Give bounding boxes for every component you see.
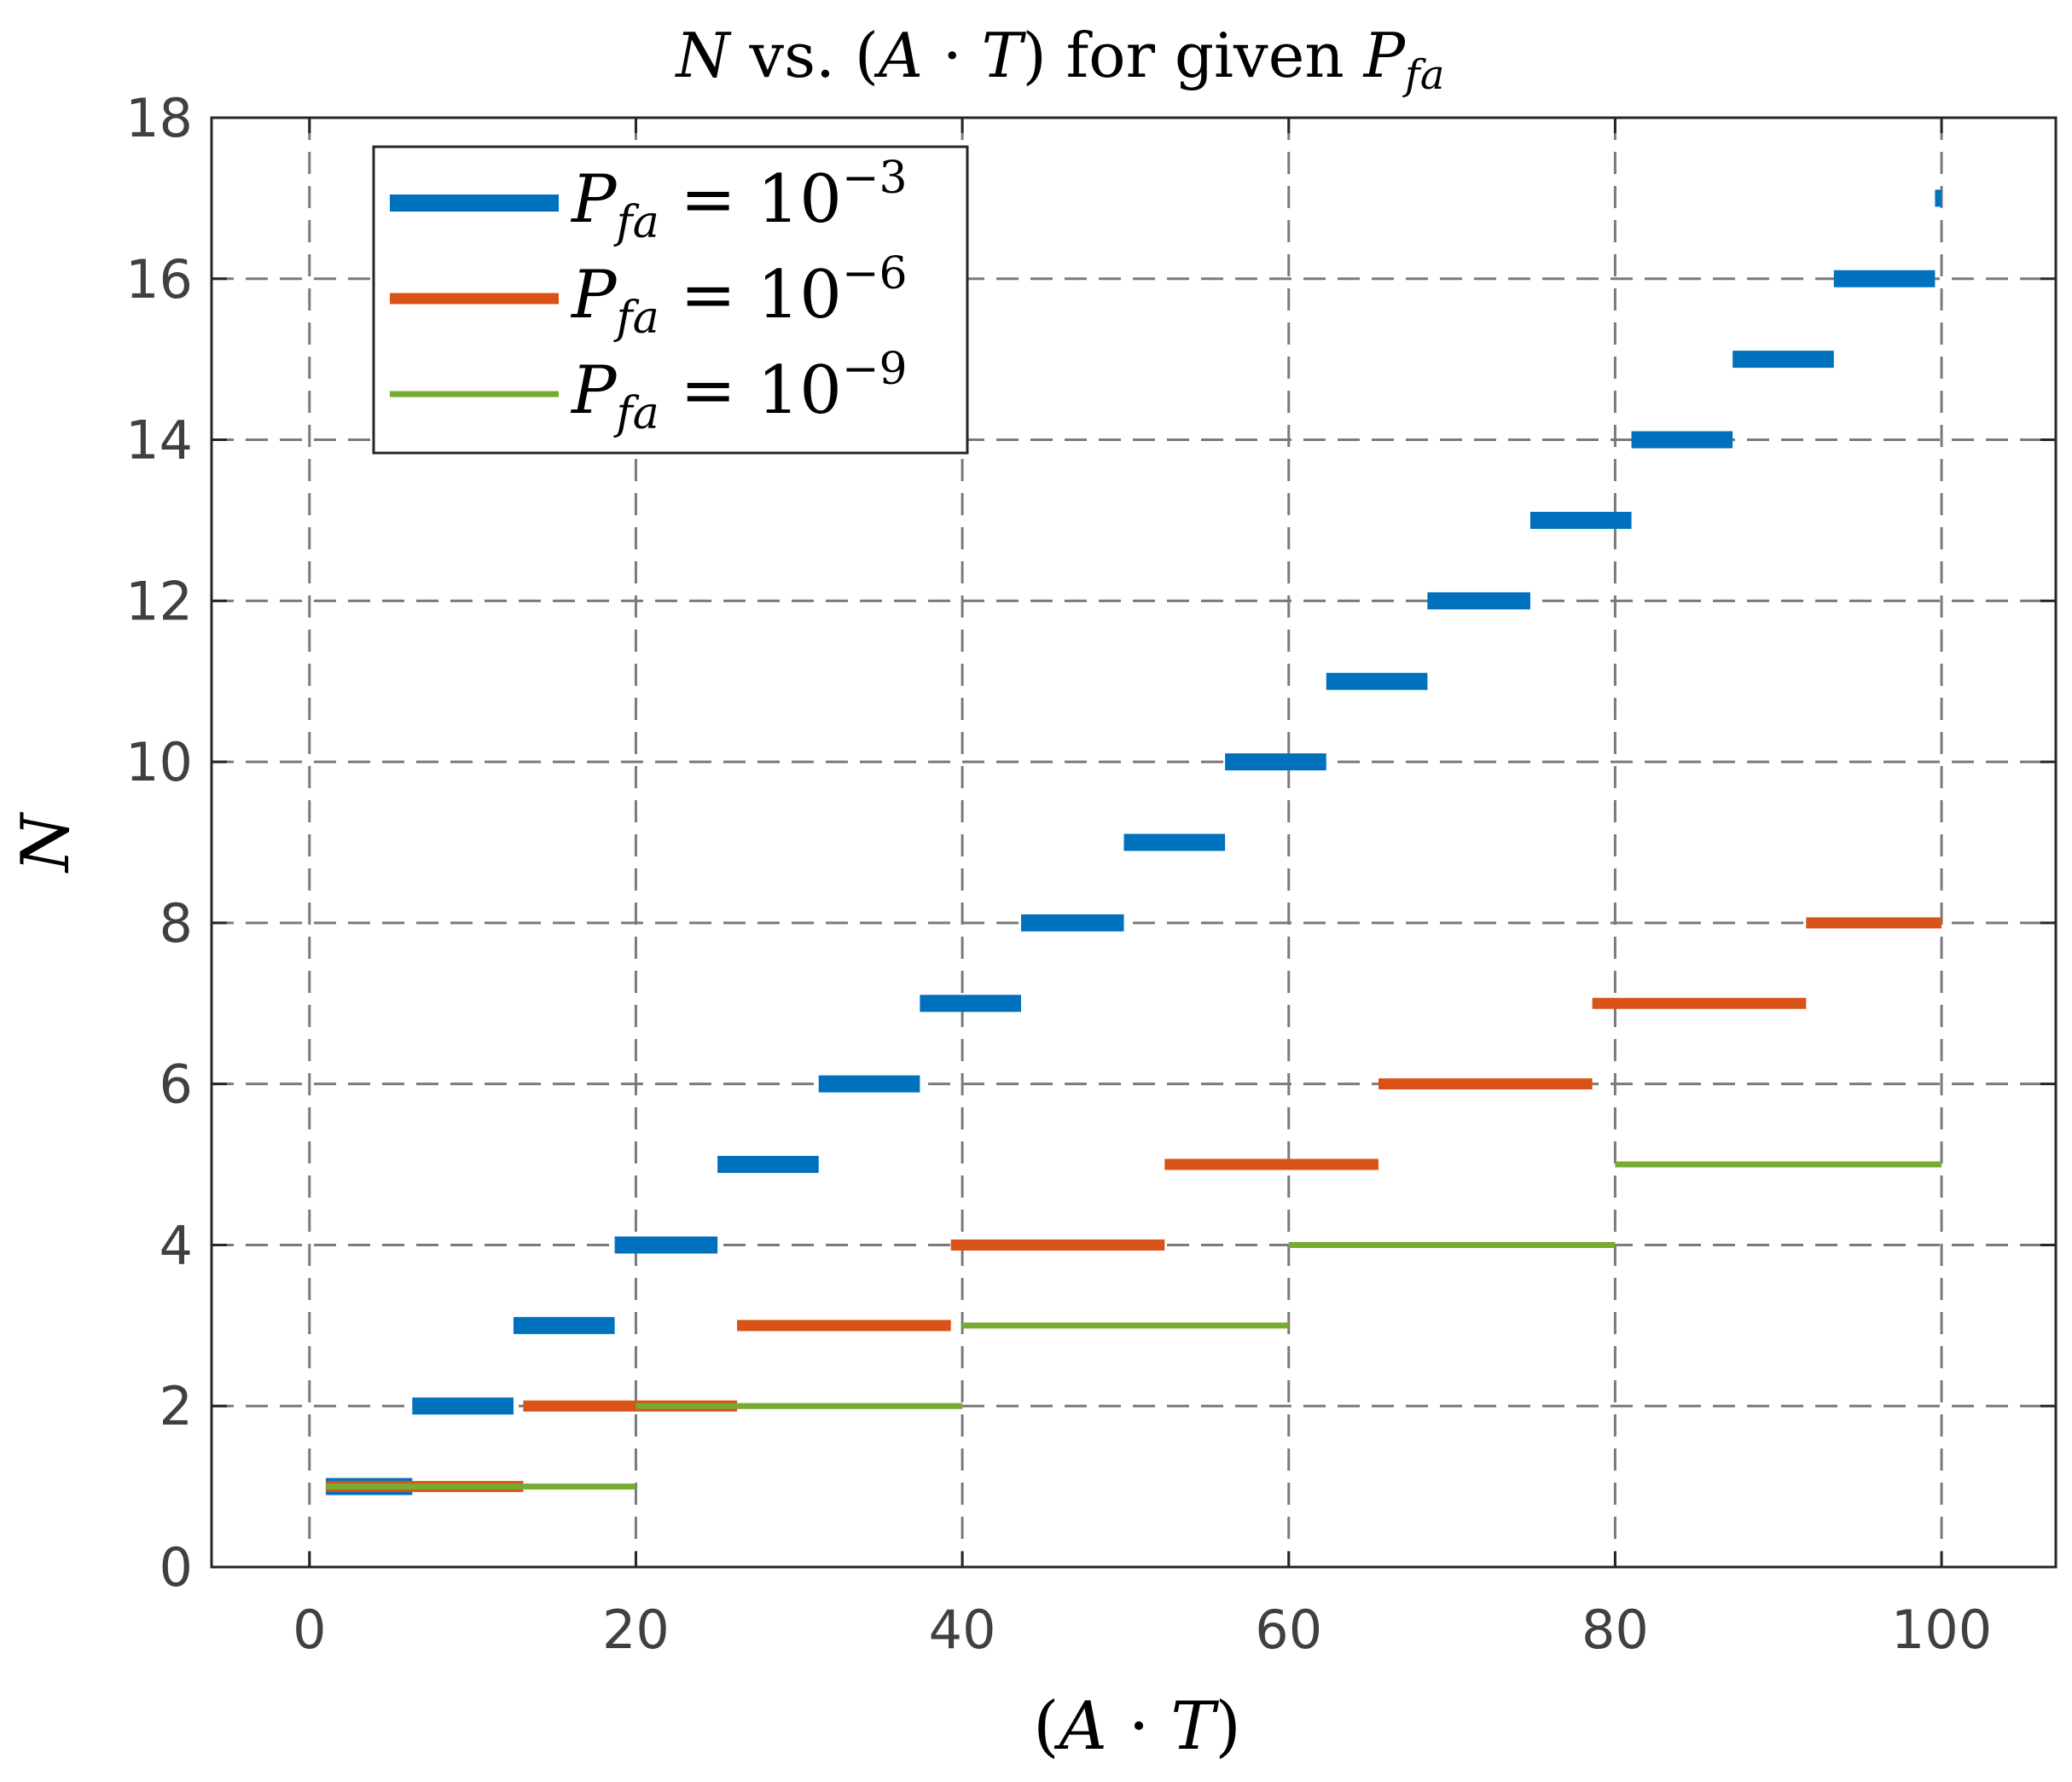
x-tick-label: 40 xyxy=(929,1599,996,1661)
y-tick-label: 6 xyxy=(160,1054,193,1116)
y-tick-label: 0 xyxy=(160,1536,193,1599)
plot-frame xyxy=(210,116,2057,1569)
y-tick-label: 14 xyxy=(125,409,193,472)
title-for-given: for given xyxy=(1047,20,1364,91)
x-tick-label: 60 xyxy=(1255,1599,1322,1661)
xlabel-var-t: T xyxy=(1170,1688,1219,1765)
title-var-a: A xyxy=(873,20,923,91)
xlabel-dot: · xyxy=(1107,1688,1170,1765)
y-tick-label: 4 xyxy=(160,1214,193,1276)
xlabel-rparen: ) xyxy=(1215,1688,1240,1765)
grid xyxy=(212,116,2056,1569)
xlabel-lparen: ( xyxy=(1033,1688,1059,1765)
x-tick-label: 20 xyxy=(602,1599,670,1661)
title-var-p: P xyxy=(1362,20,1407,91)
legend-label-1: Pfa = 10−3 xyxy=(570,153,908,248)
y-tick-label: 2 xyxy=(160,1375,193,1437)
title-lparen: ( xyxy=(855,20,879,91)
x-axis-title: (A · T) xyxy=(1033,1688,1241,1765)
axis-ticks: 0 20 40 60 80 100 0 2 4 6 8 10 12 14 16 18 xyxy=(125,87,2056,1661)
y-axis-title: N xyxy=(8,811,84,874)
y-tick-label: 12 xyxy=(125,570,193,632)
title-rparen: ) xyxy=(1023,20,1047,91)
y-tick-label: 18 xyxy=(125,87,193,149)
y-tick-label: 8 xyxy=(160,892,193,955)
x-tick-label: 100 xyxy=(1891,1599,1992,1661)
title-var-t: T xyxy=(982,20,1027,91)
x-tick-label: 0 xyxy=(293,1599,326,1661)
title-var-n: N xyxy=(675,20,733,91)
legend-label-2: Pfa = 10−6 xyxy=(570,248,908,344)
title-dot: · xyxy=(923,20,982,91)
xlabel-var-a: A xyxy=(1054,1688,1107,1765)
legend-label-3: Pfa = 10−9 xyxy=(570,344,908,439)
x-tick-label: 80 xyxy=(1582,1599,1649,1661)
title-vs: vs. xyxy=(730,20,855,91)
plot-series xyxy=(325,189,1942,1495)
y-tick-label: 10 xyxy=(125,731,193,793)
y-tick-label: 16 xyxy=(125,248,193,311)
title-sub-fa: fa xyxy=(1402,51,1444,99)
series-3 xyxy=(325,1161,1942,1490)
chart-title: N vs. (A · T) for given Pfa xyxy=(675,20,1445,99)
